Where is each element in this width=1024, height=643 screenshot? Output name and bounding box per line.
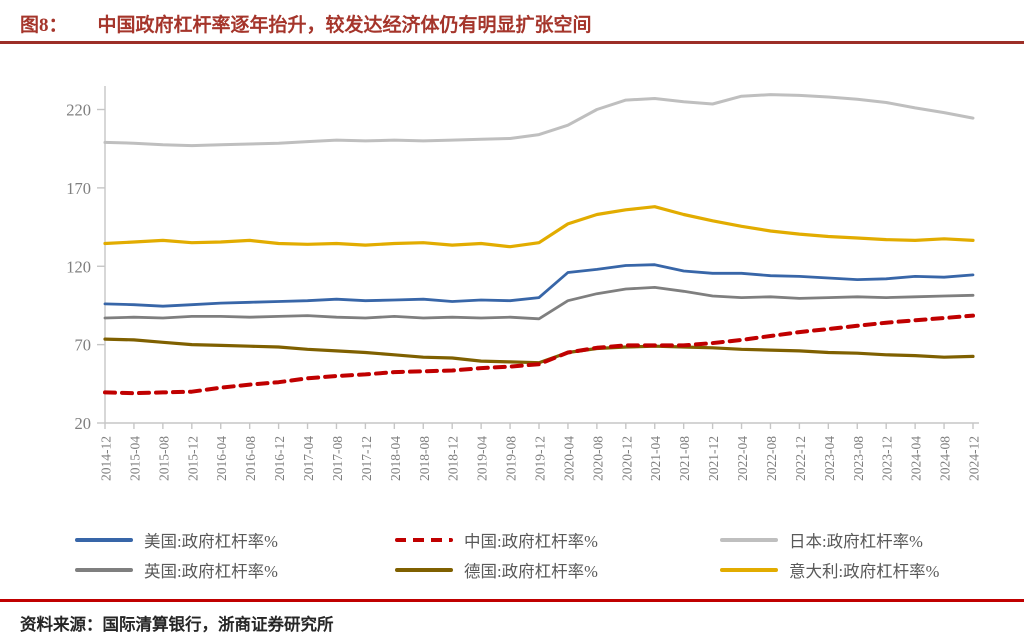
x-tick-label: 2015-12 bbox=[185, 436, 200, 481]
legend-label: 中国:政府杠杆率% bbox=[464, 532, 598, 551]
x-tick-label: 2022-04 bbox=[735, 436, 750, 481]
y-tick-label: 170 bbox=[66, 179, 91, 198]
x-tick-label: 2021-04 bbox=[648, 436, 663, 481]
x-tick-label: 2022-12 bbox=[793, 436, 808, 481]
x-tick-label: 2022-08 bbox=[764, 436, 779, 481]
legend-label: 德国:政府杠杆率% bbox=[464, 562, 598, 581]
x-tick-label: 2016-04 bbox=[214, 436, 229, 481]
government-leverage-chart: 20 70 120 170 220 2014-12 2015-04 2015-08 2015-1… bbox=[66, 86, 982, 481]
x-tick-label: 2018-12 bbox=[446, 436, 461, 481]
legend-swatch bbox=[395, 568, 453, 572]
x-tick-label: 2023-04 bbox=[822, 436, 837, 481]
x-tick-label: 2024-08 bbox=[938, 436, 953, 481]
legend-label: 日本:政府杠杆率% bbox=[789, 532, 923, 551]
x-tick-label: 2016-12 bbox=[272, 436, 287, 481]
x-tick-label: 2023-12 bbox=[880, 436, 895, 481]
x-tick-label: 2014-12 bbox=[99, 436, 114, 481]
x-tick-label: 2018-04 bbox=[388, 436, 403, 481]
x-tick-label: 2021-08 bbox=[677, 436, 692, 481]
x-tick-label: 2020-12 bbox=[619, 436, 634, 481]
x-tick-label: 2017-04 bbox=[301, 436, 316, 481]
footer-divider bbox=[0, 599, 1024, 602]
series-line-4 bbox=[103, 337, 975, 365]
legend-swatch bbox=[720, 538, 778, 542]
x-tick-label: 2017-08 bbox=[330, 436, 345, 481]
y-tick-label: 120 bbox=[66, 257, 91, 276]
legend-item-1: 中国:政府杠杆率% bbox=[395, 528, 598, 552]
x-tick-label: 2020-08 bbox=[590, 436, 605, 481]
legend-swatch bbox=[720, 568, 778, 572]
x-tick-label: 2019-04 bbox=[475, 436, 490, 481]
figure-label: 图8： bbox=[20, 15, 68, 36]
y-tick-label: 220 bbox=[66, 101, 91, 120]
legend-item-4: 德国:政府杠杆率% bbox=[395, 558, 598, 582]
x-tick-label: 2015-04 bbox=[127, 436, 142, 481]
figure-title: 中国政府杠杆率逐年抬升，较发达经济体仍有明显扩张空间 bbox=[97, 15, 592, 36]
x-tick-label: 2021-12 bbox=[706, 436, 721, 481]
x-tick-label: 2016-08 bbox=[243, 436, 258, 481]
series-line-5 bbox=[103, 205, 975, 249]
source-note: 资料来源：国际清算银行，浙商证券研究所 bbox=[20, 615, 334, 634]
legend-item-5: 意大利:政府杠杆率% bbox=[720, 558, 939, 582]
x-tick-label: 2019-12 bbox=[533, 436, 548, 481]
figure-title-row: 图8： 中国政府杠杆率逐年抬升，较发达经济体仍有明显扩张空间 bbox=[20, 10, 592, 37]
series-line-0 bbox=[103, 263, 975, 308]
x-tick-label: 2023-08 bbox=[851, 436, 866, 481]
legend-swatch bbox=[75, 538, 133, 542]
series-line-3 bbox=[103, 285, 975, 321]
x-tick-label: 2019-08 bbox=[504, 436, 519, 481]
legend-item-0: 美国:政府杠杆率% bbox=[75, 528, 278, 552]
y-tick-label: 20 bbox=[75, 414, 92, 433]
chart-legend: 美国:政府杠杆率% 中国:政府杠杆率% 日本:政府杠杆率% 英国:政府杠杆率% 德国:政… bbox=[0, 523, 1024, 595]
legend-swatch bbox=[75, 568, 133, 572]
series-line-2 bbox=[103, 93, 975, 148]
x-tick-label: 2015-08 bbox=[156, 436, 171, 481]
legend-label: 美国:政府杠杆率% bbox=[144, 532, 278, 551]
legend-item-3: 英国:政府杠杆率% bbox=[75, 558, 278, 582]
y-tick-label: 70 bbox=[75, 336, 92, 355]
legend-label: 英国:政府杠杆率% bbox=[144, 562, 278, 581]
x-tick-label: 2020-04 bbox=[561, 436, 576, 481]
series-line-1 bbox=[103, 313, 975, 396]
x-tick-label: 2017-12 bbox=[359, 436, 374, 481]
x-tick-label: 2024-12 bbox=[967, 436, 982, 481]
title-divider bbox=[0, 41, 1024, 44]
legend-item-2: 日本:政府杠杆率% bbox=[720, 528, 923, 552]
legend-swatch bbox=[395, 538, 453, 542]
x-tick-label: 2018-08 bbox=[417, 436, 432, 481]
legend-label: 意大利:政府杠杆率% bbox=[789, 562, 940, 581]
x-tick-label: 2024-04 bbox=[909, 436, 924, 481]
